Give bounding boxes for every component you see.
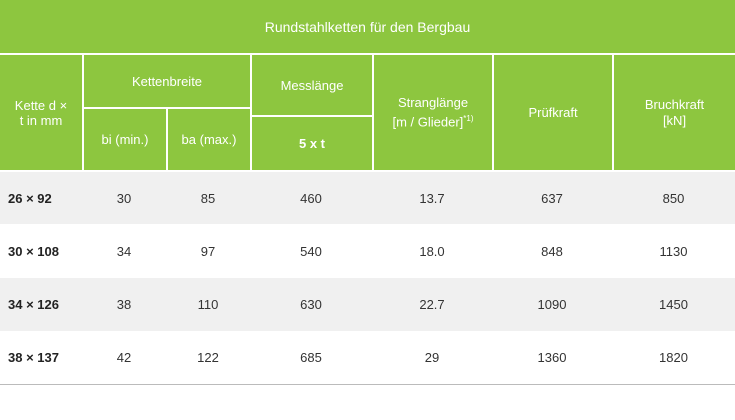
header-chain-text: Kette d × t in mm	[14, 97, 68, 128]
data-cell-text: 85	[200, 190, 216, 206]
header-length: Messlänge	[252, 55, 372, 115]
data-cell-text: 460	[300, 190, 322, 206]
data-cell-text: 1130	[659, 243, 688, 259]
data-cell: 122	[166, 331, 250, 384]
header-width: Kettenbreite	[84, 55, 250, 107]
data-cell: 540	[250, 224, 372, 278]
header-length-text: Messlänge	[280, 77, 344, 93]
header-strand: Stranglänge [m / Glieder]*1)	[374, 55, 492, 170]
data-cell: 30	[82, 172, 166, 224]
data-cell: 1820	[612, 331, 735, 384]
header-width-max-text: ba (max.)	[181, 132, 237, 147]
data-cell-text: 42	[116, 350, 132, 365]
data-cell: 1450	[612, 278, 735, 331]
data-cell-text: 13.7	[419, 190, 445, 206]
data-cell-text: 122	[197, 350, 219, 365]
data-cell: 637	[492, 172, 612, 224]
title-text: Rundstahlketten für den Bergbau	[264, 18, 471, 35]
data-cell: 1090	[492, 278, 612, 331]
header-width-max: ba (max.)	[168, 109, 250, 170]
data-cell-text: 1360	[537, 350, 567, 365]
data-cell-text: 34	[116, 243, 132, 259]
header-length-sub-text: 5 x t	[298, 136, 325, 151]
data-cell: 1360	[492, 331, 612, 384]
header-width-min: bi (min.)	[84, 109, 166, 170]
data-cell-text: 848	[541, 243, 563, 259]
data-cell: 97	[166, 224, 250, 278]
data-cell-text: 1820	[659, 350, 688, 365]
row-label: 34 × 126	[0, 278, 84, 331]
row-label-text: 38 × 137	[8, 350, 59, 365]
data-cell-text: 18.0	[419, 243, 445, 259]
bottom-rule	[0, 384, 735, 385]
data-cell: 1130	[612, 224, 735, 278]
data-cell: 85	[166, 172, 250, 224]
row-label: 26 × 92	[0, 172, 84, 224]
data-cell: 38	[82, 278, 166, 331]
row-label-text: 30 × 108	[8, 243, 59, 259]
data-cell-text: 850	[662, 190, 685, 206]
data-cell-text: 30	[116, 190, 132, 206]
data-cell-text: 97	[200, 243, 216, 259]
row-label: 30 × 108	[0, 224, 84, 278]
header-test-text: Prüfkraft	[528, 105, 578, 120]
data-cell-text: 38	[116, 297, 132, 312]
data-cell-text: 630	[300, 297, 322, 312]
data-cell-text: 22.7	[419, 297, 445, 312]
data-cell: 29	[372, 331, 492, 384]
header-chain: Kette d × t in mm	[0, 55, 82, 170]
row-label-text: 34 × 126	[8, 297, 59, 312]
header-strand-text: Stranglänge [m / Glieder]*1)	[392, 95, 474, 130]
header-width-min-text: bi (min.)	[101, 132, 149, 147]
data-cell: 685	[250, 331, 372, 384]
header-strand-label: Stranglänge [m / Glieder]	[392, 94, 469, 130]
data-cell: 110	[166, 278, 250, 331]
data-cell: 850	[612, 172, 735, 224]
footnote-marker: *1)	[463, 113, 474, 123]
data-cell: 18.0	[372, 224, 492, 278]
title: Rundstahlketten für den Bergbau	[0, 0, 735, 53]
data-cell: 848	[492, 224, 612, 278]
data-cell: 42	[82, 331, 166, 384]
header-break-text: Bruchkraft [kN]	[644, 96, 705, 128]
data-cell-text: 540	[300, 243, 322, 259]
data-cell: 22.7	[372, 278, 492, 331]
header-length-sub: 5 x t	[252, 117, 372, 170]
data-cell: 34	[82, 224, 166, 278]
data-cell: 460	[250, 172, 372, 224]
header-test: Prüfkraft	[494, 55, 612, 170]
data-cell: 13.7	[372, 172, 492, 224]
data-cell-text: 1450	[659, 297, 688, 312]
data-cell-text: 637	[541, 190, 563, 206]
data-cell-text: 29	[424, 350, 440, 365]
row-label: 38 × 137	[0, 331, 84, 384]
header-width-text: Kettenbreite	[131, 73, 203, 89]
data-cell: 630	[250, 278, 372, 331]
row-label-text: 26 × 92	[8, 190, 52, 206]
data-cell-text: 685	[300, 350, 322, 365]
data-cell-text: 1090	[537, 297, 567, 312]
data-cell-text: 110	[197, 297, 219, 312]
header-break: Bruchkraft [kN]	[614, 55, 735, 170]
